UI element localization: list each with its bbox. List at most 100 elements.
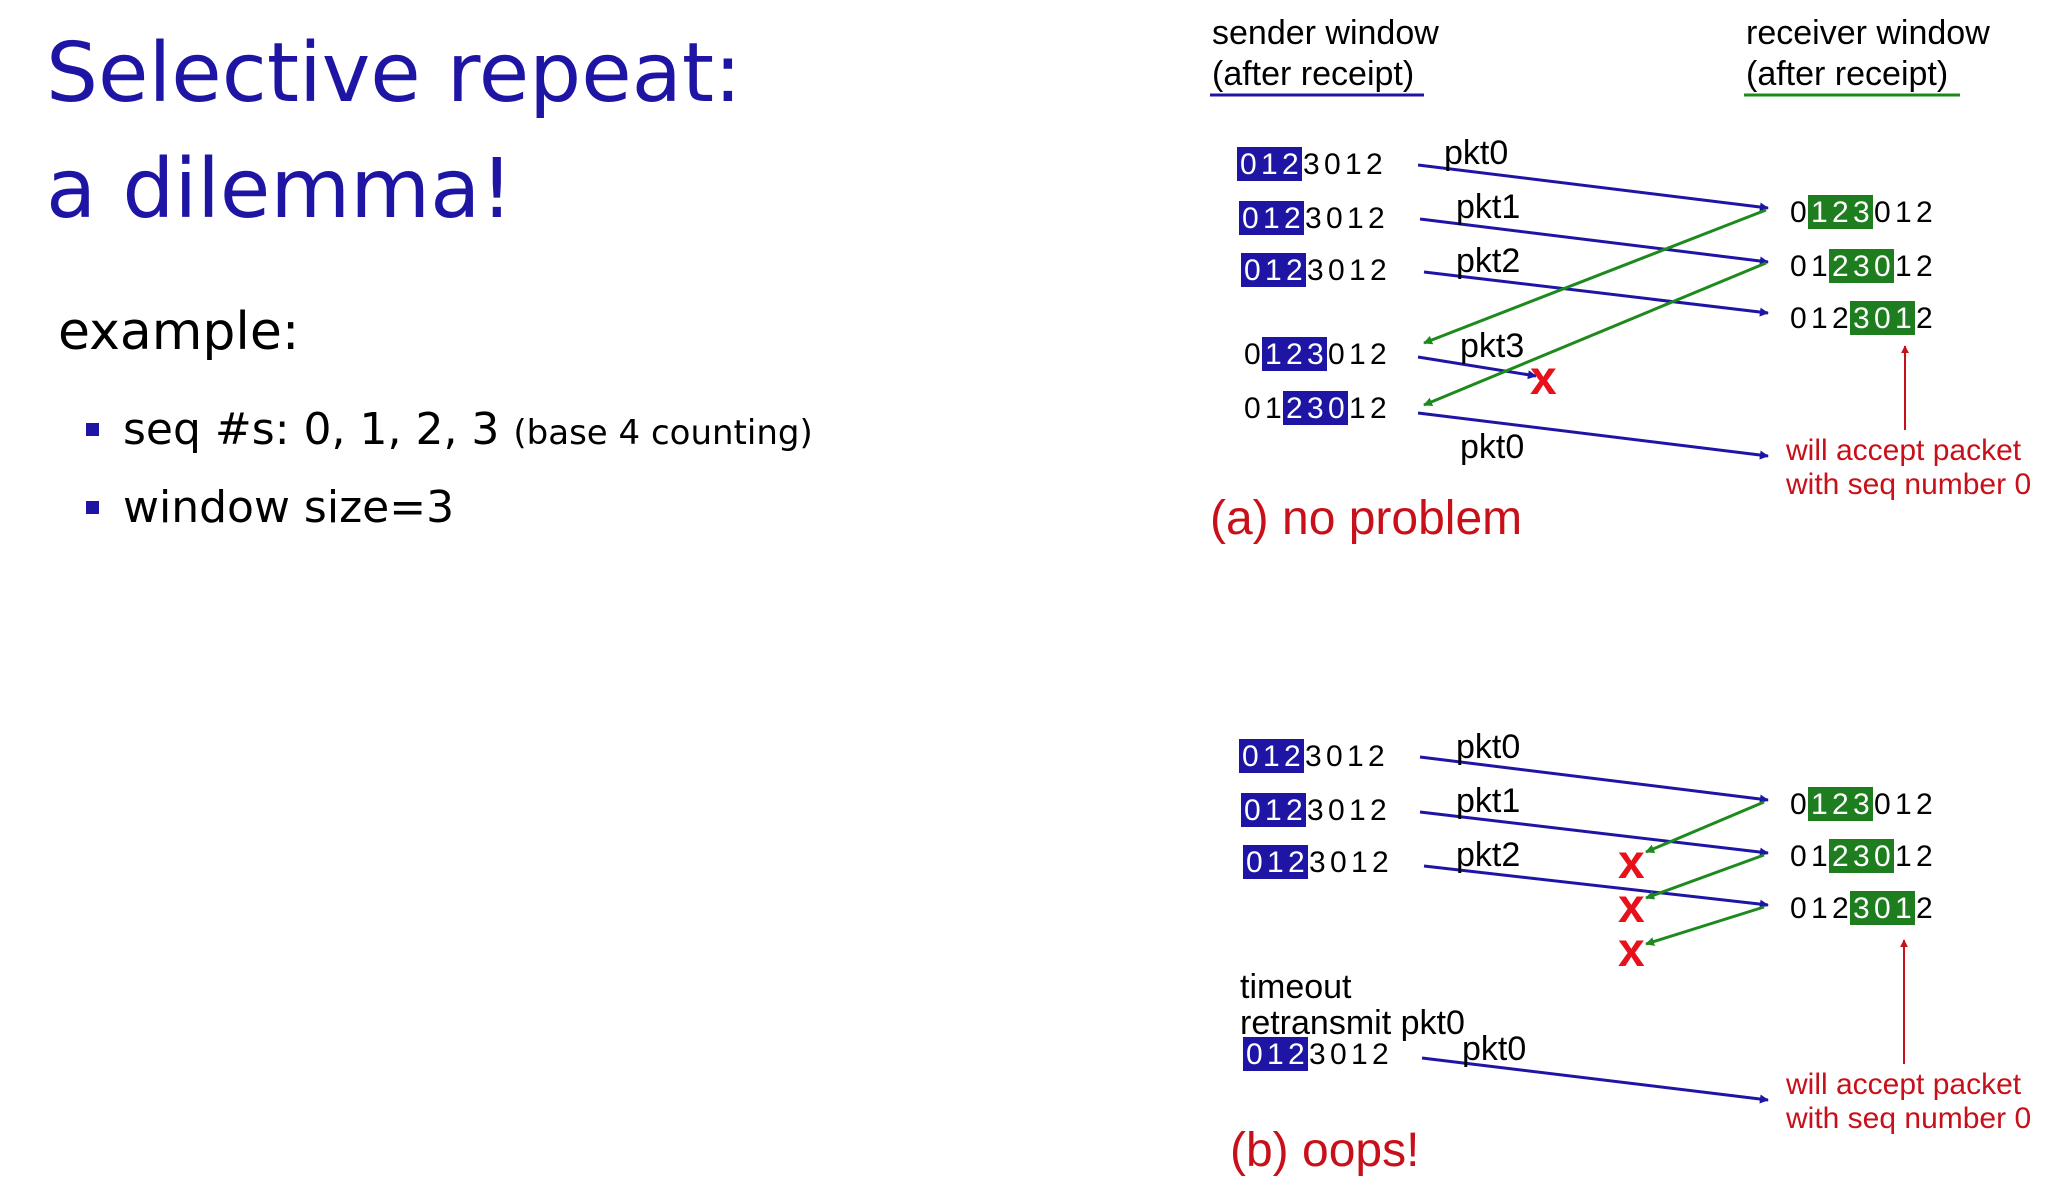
window-highlight [1262, 337, 1327, 371]
seq-digit: 1 [1349, 254, 1366, 287]
seq-digit: 2 [1286, 794, 1303, 827]
pkt0-retransmit-arrow [1421, 1056, 1769, 1104]
window-highlight [1829, 839, 1894, 873]
seq-digit: 1 [1265, 794, 1282, 827]
seq-digit: 1 [1347, 202, 1364, 235]
label-pkt0-resend: pkt0 [1460, 428, 1524, 466]
loss-mark-b-3: x [1618, 924, 1645, 977]
seq-digit: 1 [1263, 740, 1280, 773]
bullet-window-text: window size=3 [123, 482, 455, 533]
seq-digit: 3 [1307, 794, 1324, 827]
seq-digit: 1 [1349, 338, 1366, 371]
slide-title: Selective repeat: a dilemma! [46, 16, 742, 248]
seq-digit: 1 [1811, 250, 1828, 283]
seq-digit: 1 [1895, 250, 1912, 283]
seq-digit: 0 [1244, 794, 1261, 827]
window-highlight [1243, 1037, 1308, 1071]
sender-header-line-1: sender window [1212, 14, 1439, 52]
seq-digit: 1 [1265, 338, 1282, 371]
seq-digit: 3 [1853, 840, 1870, 873]
seq-digit: 1 [1267, 1038, 1284, 1071]
seq-digit: 2 [1832, 196, 1849, 229]
loss-mark-b-1: x [1618, 836, 1645, 889]
seq-digit: 2 [1286, 392, 1303, 425]
note-b-line-2: with seq number 0 [1785, 1102, 2031, 1135]
seq-digit: 0 [1330, 1038, 1347, 1071]
seq-digit: 0 [1244, 254, 1261, 287]
window-highlight [1283, 391, 1348, 425]
caption-a: (a) no problem [1210, 492, 1522, 545]
seq-digit: 0 [1790, 250, 1807, 283]
seq-digit: 3 [1305, 202, 1322, 235]
pkt2-arrow-b [1423, 864, 1769, 909]
seq-digit: 2 [1284, 740, 1301, 773]
seq-digit: 0 [1246, 1038, 1263, 1071]
window-highlight [1850, 891, 1915, 925]
label-pkt1-b: pkt1 [1456, 782, 1520, 820]
seq-digit: 1 [1811, 892, 1828, 925]
seq-digit: 0 [1874, 196, 1891, 229]
window-highlight [1243, 845, 1308, 879]
window-highlight [1237, 147, 1302, 181]
caption-b: (b) oops! [1230, 1124, 1419, 1177]
seq-digit: 1 [1349, 794, 1366, 827]
title-line-2: a dilemma! [46, 142, 514, 237]
seq-digit: 3 [1309, 1038, 1326, 1071]
title-line-1: Selective repeat: [46, 26, 742, 121]
bullet-seq-text: seq #s: 0, 1, 2, 3 [123, 404, 500, 455]
pkt2-arrow [1423, 270, 1769, 317]
seq-digit: 3 [1307, 392, 1324, 425]
seq-digit: 3 [1853, 250, 1870, 283]
label-pkt3: pkt3 [1460, 327, 1524, 365]
seq-digit: 1 [1265, 392, 1282, 425]
seq-digit: 0 [1324, 148, 1341, 181]
ack-arrow-b-3 [1645, 905, 1765, 946]
seq-digit: 3 [1309, 846, 1326, 879]
seq-digit: 2 [1286, 338, 1303, 371]
seq-digit: 0 [1874, 250, 1891, 283]
window-highlight [1808, 195, 1873, 229]
timeout-line-1: timeout [1240, 968, 1352, 1006]
ack-arrow-b-2 [1645, 853, 1765, 900]
pkt0-arrow [1417, 163, 1769, 212]
seq-digit: 2 [1916, 302, 1933, 335]
seq-digit: 2 [1368, 740, 1385, 773]
seq-digit: 2 [1832, 788, 1849, 821]
seq-digit: 0 [1242, 740, 1259, 773]
seq-digit: 2 [1370, 254, 1387, 287]
ack-arrow-1 [1423, 208, 1767, 345]
seq-digit: 1 [1345, 148, 1362, 181]
scenario-a-packets: pkt0 pkt1 pkt2 pkt3 pkt0 x will accept p… [1210, 134, 2031, 545]
seq-digit: 1 [1895, 302, 1912, 335]
seq-digit: 3 [1853, 302, 1870, 335]
seq-digit: 2 [1916, 892, 1933, 925]
window-highlight [1808, 787, 1873, 821]
note-a-line-2: with seq number 0 [1785, 468, 2031, 501]
seq-digit: 0 [1790, 302, 1807, 335]
seq-digit: 1 [1265, 254, 1282, 287]
seq-digit: 2 [1832, 892, 1849, 925]
note-a-line-1: will accept packet [1785, 434, 2022, 467]
label-pkt0-retransmit: pkt0 [1462, 1030, 1526, 1068]
seq-digit: 2 [1832, 250, 1849, 283]
seq-digit: 2 [1366, 148, 1383, 181]
loss-mark-b-2: x [1618, 880, 1645, 933]
receiver-header-line-1: receiver window [1746, 14, 1990, 52]
seq-digit: 2 [1370, 338, 1387, 371]
seq-digit: 1 [1351, 846, 1368, 879]
seq-digit: 1 [1895, 788, 1912, 821]
seq-digit: 0 [1244, 338, 1261, 371]
bullet-seq-note: (base 4 counting) [513, 413, 813, 453]
seq-digit: 2 [1916, 250, 1933, 283]
seq-digit: 0 [1330, 846, 1347, 879]
seq-digit: 1 [1811, 840, 1828, 873]
seq-digit: 0 [1328, 254, 1345, 287]
seq-digit: 0 [1874, 840, 1891, 873]
